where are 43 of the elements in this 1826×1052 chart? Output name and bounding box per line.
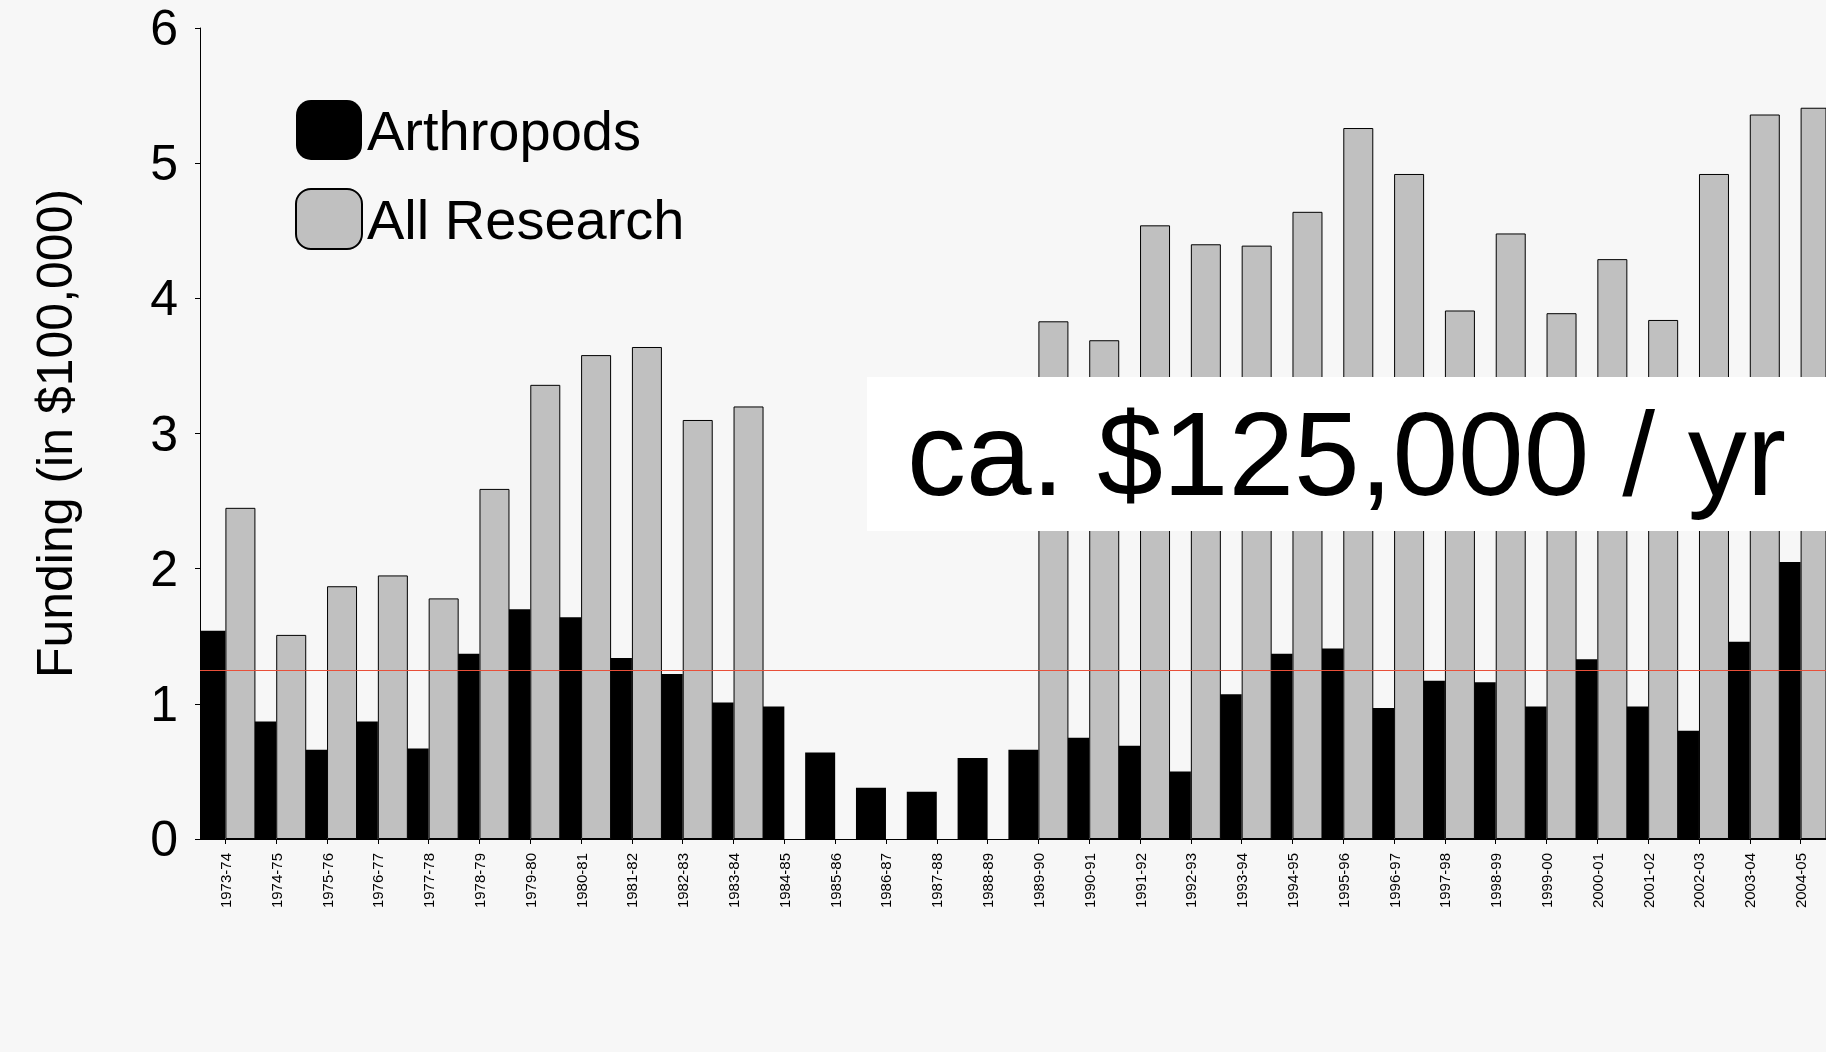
- y-tick-label: 4: [150, 270, 178, 327]
- y-tick-label: 3: [150, 405, 178, 462]
- y-tick-label: 0: [150, 811, 178, 867]
- y-tick-label: 6: [150, 0, 178, 56]
- y-tick-label: 2: [150, 540, 178, 597]
- x-tick-label: 1989-90: [1029, 853, 1047, 909]
- x-tick-label: 1996-97: [1385, 853, 1403, 909]
- x-tick-label: 1983-84: [725, 853, 743, 909]
- x-tick-label: 1980-81: [572, 853, 590, 909]
- x-tick-label: 1976-77: [369, 853, 387, 909]
- x-tick-label: 1987-88: [928, 853, 946, 909]
- x-tick-label: 2001-02: [1639, 853, 1657, 909]
- x-tick-label: 1998-99: [1487, 853, 1505, 909]
- legend-label: All Research: [367, 187, 685, 251]
- x-tick-label: 1988-89: [979, 853, 997, 909]
- x-tick-label: 1978-79: [470, 853, 488, 909]
- y-tick-label: 5: [150, 135, 178, 192]
- x-tick-label: 1982-83: [674, 853, 692, 909]
- x-tick-label: 1984-85: [775, 853, 793, 909]
- y-tick-label: 1: [150, 675, 178, 732]
- annotation: ca. $125,000 / yr: [906, 388, 1787, 520]
- legend-label: Arthropods: [367, 98, 641, 162]
- x-tick-label: 1973-74: [216, 853, 234, 909]
- x-tick-label: 1993-94: [1233, 853, 1251, 909]
- x-tick-label: 1991-92: [1131, 853, 1149, 909]
- x-tick-label: 2002-03: [1690, 853, 1708, 909]
- x-tick-label: 1981-82: [623, 853, 641, 909]
- x-tick-label: 2003-04: [1741, 853, 1759, 909]
- x-tick-label: 2004-05: [1792, 853, 1810, 909]
- x-tick-label: 1986-87: [877, 853, 895, 909]
- x-tick-label: 1975-76: [318, 853, 336, 909]
- y-axis-title: Funding (in $100,000): [27, 188, 83, 679]
- x-tick-label: 1997-98: [1436, 853, 1454, 909]
- x-tick-label: 1979-80: [521, 853, 539, 909]
- x-tick-label: 2000-01: [1588, 853, 1606, 909]
- x-tick-label: 1977-78: [420, 853, 438, 909]
- x-tick-label: 1995-96: [1334, 853, 1352, 909]
- x-tick-label: 1999-00: [1538, 853, 1556, 909]
- x-tick-label: 1974-75: [267, 853, 285, 909]
- x-tick-label: 1985-86: [826, 853, 844, 909]
- x-tick-label: 1994-95: [1283, 853, 1301, 909]
- x-tick-label: 1990-91: [1080, 853, 1098, 909]
- x-tick-label: 1992-93: [1182, 853, 1200, 909]
